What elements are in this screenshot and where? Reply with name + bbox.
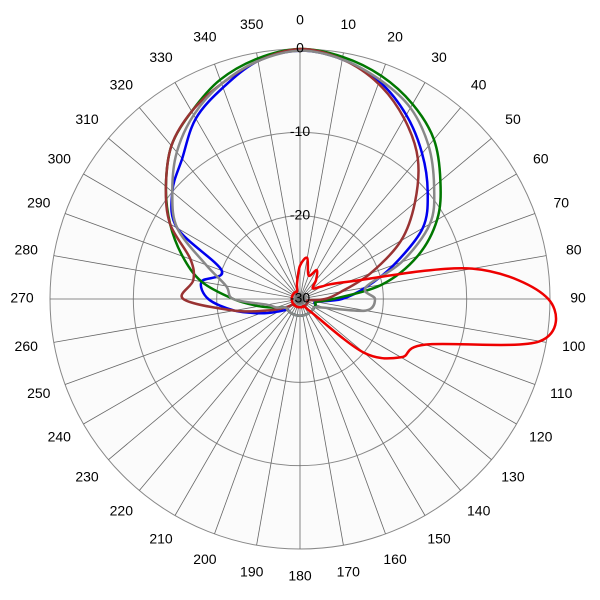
angle-label: 260: [15, 338, 39, 354]
grid-spoke: [256, 298, 301, 546]
angle-label: 180: [288, 568, 312, 584]
grid-spoke: [83, 173, 301, 300]
grid-spoke: [138, 298, 301, 491]
grid-spoke: [299, 298, 462, 491]
angle-label: 30: [431, 49, 447, 65]
angle-label: 100: [562, 338, 586, 354]
radial-tick-label: 0: [296, 40, 304, 56]
angle-label: 220: [110, 503, 134, 519]
grid-spoke: [83, 298, 301, 425]
angle-label: 20: [387, 28, 403, 44]
grid-spoke: [299, 298, 386, 535]
angle-label: 280: [15, 241, 39, 257]
grid-spoke: [299, 173, 517, 300]
grid-spoke: [299, 298, 536, 385]
grid-spoke: [299, 137, 492, 300]
angle-label: 120: [529, 429, 553, 445]
angle-label: 210: [149, 530, 173, 546]
angle-label: 250: [27, 385, 51, 401]
grid-spoke: [108, 137, 301, 300]
angle-label: 200: [193, 551, 217, 567]
angle-label: 140: [467, 503, 491, 519]
angle-label: 60: [533, 151, 549, 167]
radial-tick-label: -20: [290, 206, 310, 222]
angle-label: 160: [383, 551, 407, 567]
angle-label: 330: [149, 49, 173, 65]
pattern-curve: [171, 49, 436, 317]
angle-label: 130: [501, 468, 525, 484]
angle-label: 110: [550, 385, 573, 401]
grid-spoke: [299, 63, 386, 300]
angle-label: 320: [110, 77, 134, 93]
radial-tick-label: -10: [290, 123, 310, 139]
grid-spoke: [174, 298, 301, 516]
angle-label: 290: [27, 195, 51, 211]
grid-spoke: [299, 298, 492, 461]
angle-label: 170: [337, 563, 361, 579]
grid-spoke: [299, 298, 547, 343]
grid-spoke: [108, 298, 301, 461]
radial-tick-label: -30: [290, 290, 310, 306]
angle-label: 40: [471, 77, 487, 93]
angle-label: 350: [240, 16, 264, 32]
angle-label: 70: [553, 195, 569, 211]
grid-spoke: [299, 298, 517, 425]
angle-label: 240: [48, 429, 72, 445]
grid-spoke: [214, 298, 301, 535]
angle-label: 310: [75, 111, 99, 127]
angle-label: 190: [240, 563, 264, 579]
grid-spoke: [138, 107, 301, 300]
angle-label: 50: [505, 111, 521, 127]
angle-label: 270: [10, 290, 34, 306]
grid-spoke: [214, 63, 301, 300]
angle-label: 300: [48, 151, 72, 167]
grid-spoke: [53, 255, 301, 300]
angle-label: 230: [75, 468, 99, 484]
grid-spoke: [299, 298, 344, 546]
grid-spoke: [299, 298, 426, 516]
angle-label: 0: [296, 12, 304, 28]
angle-label: 150: [427, 530, 451, 546]
angle-label: 80: [566, 241, 582, 257]
pattern-curve: [290, 256, 558, 360]
angle-label: 10: [340, 16, 356, 32]
angle-label: 340: [193, 28, 217, 44]
angle-label: 90: [570, 290, 586, 306]
grid-spoke: [256, 52, 301, 300]
